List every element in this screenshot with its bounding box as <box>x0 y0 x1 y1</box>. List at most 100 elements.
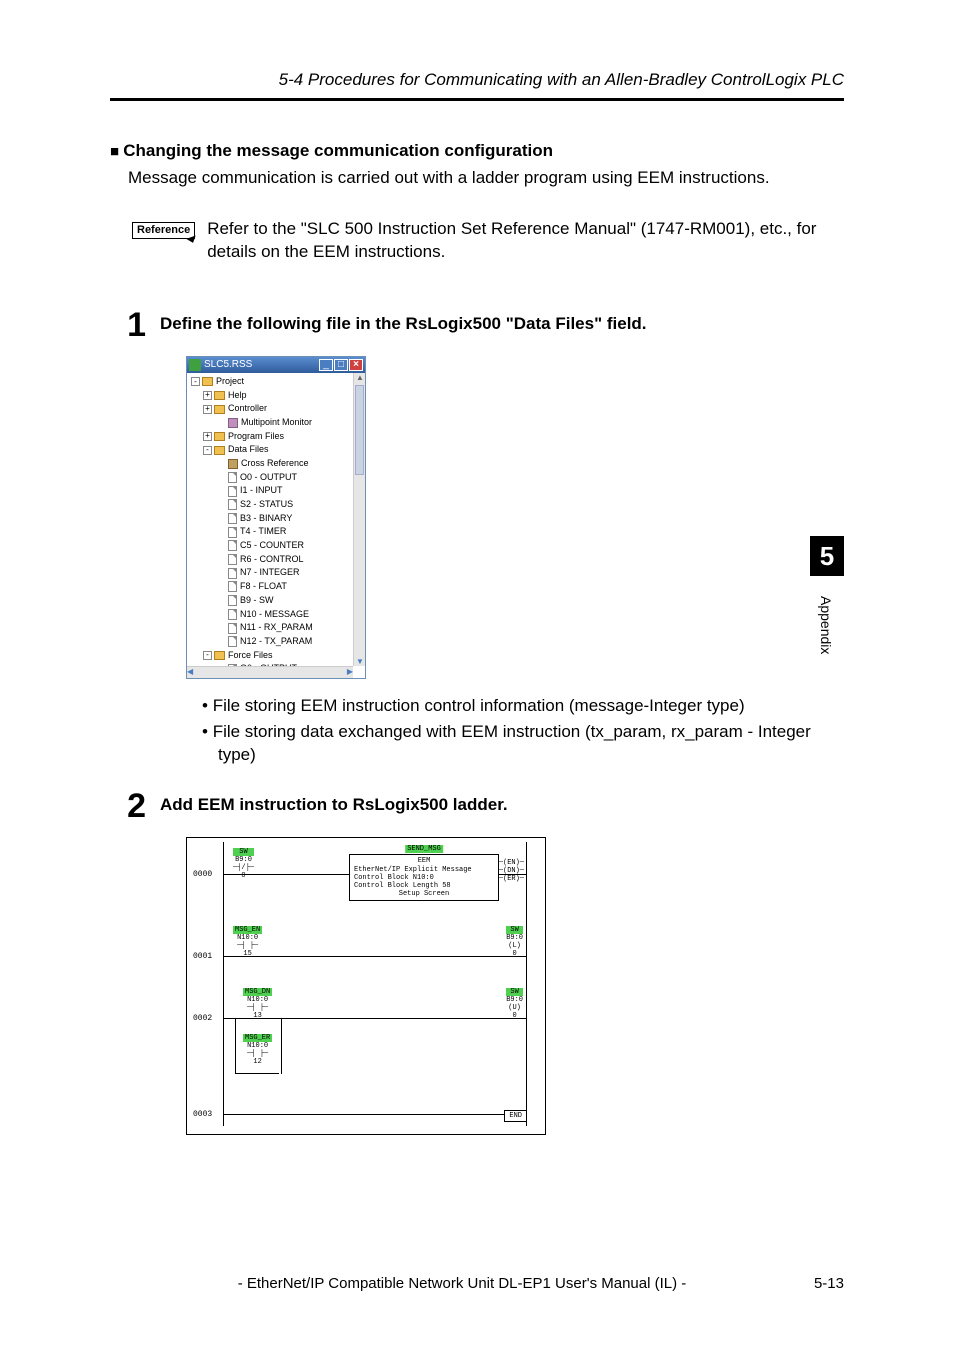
window-title-icon <box>189 359 201 371</box>
eem-header: EEM <box>354 857 494 865</box>
file-icon <box>228 540 237 551</box>
file-icon <box>228 609 237 620</box>
eem-line: EtherNet/IP Explicit Message <box>354 866 494 874</box>
eem-line: Control Block N10:0 <box>354 874 494 882</box>
reference-text: Refer to the "SLC 500 Instruction Set Re… <box>207 218 844 264</box>
step-1-title: Define the following file in the RsLogix… <box>160 314 647 334</box>
tree-item[interactable]: Cross Reference <box>189 457 365 471</box>
maximize-button[interactable]: □ <box>334 359 348 371</box>
vertical-scrollbar[interactable] <box>353 373 365 666</box>
step-2-title: Add EEM instruction to RsLogix500 ladder… <box>160 795 508 815</box>
tree-item-label: F8 - FLOAT <box>240 581 287 593</box>
tree-item[interactable]: B3 - BINARY <box>189 512 365 526</box>
reference-icon <box>228 459 238 469</box>
branch-contact-bit: 12 <box>243 1058 272 1066</box>
tree-item-label: C5 - COUNTER <box>240 540 304 552</box>
tree-expander[interactable]: - <box>191 377 200 386</box>
tree-expander[interactable]: + <box>203 405 212 414</box>
coil-tag: SW <box>506 988 523 996</box>
tree-item-label: S2 - STATUS <box>240 499 293 511</box>
horizontal-scrollbar[interactable] <box>187 666 353 678</box>
branch-contact-symbol: ─┤ ├─ <box>247 1050 268 1058</box>
eem-io-er: ─(ER)─ <box>499 875 524 883</box>
tree-item-label: B9 - SW <box>240 595 274 607</box>
close-button[interactable]: × <box>349 359 363 371</box>
bullet-item: File storing EEM instruction control inf… <box>186 695 844 718</box>
file-icon <box>228 636 237 647</box>
tree-item[interactable]: N12 - TX_PARAM <box>189 635 365 649</box>
contact-symbol: ─┤ ├─ <box>237 942 258 950</box>
rung-number: 0001 <box>193 952 212 961</box>
contact-tag: SW <box>233 848 254 856</box>
branch-contact-addr: N10:0 <box>243 1042 272 1050</box>
window-title-text: SLC5.RSS <box>204 359 319 370</box>
contact-symbol: ─┤/├─ <box>233 864 254 872</box>
tree-item-label: R6 - CONTROL <box>240 554 304 566</box>
chapter-side-tab: 5 Appendix <box>810 536 844 736</box>
tree-item-label: Project <box>216 376 244 388</box>
tree-item[interactable]: C5 - COUNTER <box>189 539 365 553</box>
tree-expander[interactable]: - <box>203 651 212 660</box>
tree-item[interactable]: I1 - INPUT <box>189 484 365 498</box>
window-titlebar[interactable]: SLC5.RSS _ □ × <box>187 357 365 373</box>
tree-item[interactable]: Multipoint Monitor <box>189 416 365 430</box>
tree-item[interactable]: R6 - CONTROL <box>189 553 365 567</box>
tree-item[interactable]: + Program Files <box>189 430 365 444</box>
tree-item[interactable]: N7 - INTEGER <box>189 566 365 580</box>
tree-expander[interactable]: + <box>203 432 212 441</box>
tree-item-label: Cross Reference <box>241 458 309 470</box>
file-icon <box>228 499 237 510</box>
eem-instruction-block[interactable]: SEND_MSG EEM EtherNet/IP Explicit Messag… <box>349 854 499 901</box>
tree-item[interactable]: -Data Files <box>189 443 365 457</box>
contact-bit: 15 <box>233 950 262 958</box>
tree-item[interactable]: - Project <box>189 375 365 389</box>
ladder-diagram: 0000 SW B9:0 ─┤/├─ 0 SEND_MSG EEM EtherN… <box>186 837 546 1135</box>
minimize-button[interactable]: _ <box>319 359 333 371</box>
eem-line: Setup Screen <box>354 890 494 898</box>
coil-symbol: (L) <box>508 942 521 950</box>
file-icon <box>228 554 237 565</box>
file-icon <box>228 513 237 524</box>
tree-item[interactable]: +Help <box>189 389 365 403</box>
tree-item-label: T4 - TIMER <box>240 526 286 538</box>
end-instruction: END <box>504 1110 527 1122</box>
tree-item[interactable]: + Controller <box>189 402 365 416</box>
tree-item[interactable]: S2 - STATUS <box>189 498 365 512</box>
step-2-number: 2 <box>110 789 160 823</box>
section-heading: Changing the message communication confi… <box>110 141 844 161</box>
file-icon <box>228 472 237 483</box>
contact-symbol: ─┤ ├─ <box>247 1004 268 1012</box>
monitor-icon <box>228 418 238 428</box>
coil-bit: 0 <box>506 950 523 958</box>
tree-item-label: Controller <box>228 403 267 415</box>
contact-tag: MSG_DN <box>243 988 272 996</box>
chapter-number: 5 <box>810 536 844 576</box>
tree-item[interactable]: N11 - RX_PARAM <box>189 621 365 635</box>
tree-item[interactable]: B9 - SW <box>189 594 365 608</box>
coil-addr: B9:0 <box>506 934 523 942</box>
tree-item-label: N11 - RX_PARAM <box>240 622 313 634</box>
tree-expander[interactable]: - <box>203 446 212 455</box>
rung-number: 0000 <box>193 870 212 879</box>
tree-item-label: N10 - MESSAGE <box>240 609 309 621</box>
tree-item[interactable]: - Force Files <box>189 649 365 663</box>
contact-addr: N10:0 <box>233 934 262 942</box>
contact-bit: 13 <box>243 1012 272 1020</box>
tree-item-label: I1 - INPUT <box>240 485 283 497</box>
tree-item[interactable]: N10 - MESSAGE <box>189 608 365 622</box>
tree-item-label: Force Files <box>228 650 273 662</box>
step-1-bullets: File storing EEM instruction control inf… <box>186 695 844 767</box>
file-icon <box>228 527 237 538</box>
eem-block-tag: SEND_MSG <box>405 845 443 853</box>
footer-title: - EtherNet/IP Compatible Network Unit DL… <box>110 1275 814 1292</box>
file-icon <box>228 623 237 634</box>
tree-item[interactable]: O0 - OUTPUT <box>189 471 365 485</box>
step-1-number: 1 <box>110 308 160 342</box>
tree-expander[interactable]: + <box>203 391 212 400</box>
eem-io-dn: ─(DN)─ <box>499 867 524 875</box>
folder-icon <box>214 651 225 660</box>
file-icon <box>228 486 237 497</box>
tree-item[interactable]: T4 - TIMER <box>189 525 365 539</box>
tree-item-label: Program Files <box>228 431 284 443</box>
tree-item[interactable]: F8 - FLOAT <box>189 580 365 594</box>
